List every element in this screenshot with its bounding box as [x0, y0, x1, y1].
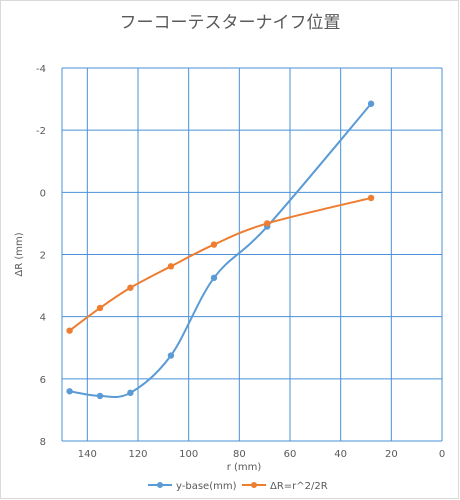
y-axis-title: ΔR (mm) [14, 232, 25, 276]
y-tick-label: -2 [36, 126, 46, 137]
chart-title: フーコーテスターナイフ位置 [119, 13, 341, 33]
legend-label-1: y-base(mm) [176, 481, 237, 492]
series-line-2 [69, 196, 372, 332]
data-point-series-2 [367, 194, 375, 202]
legend-marker-2 [251, 482, 257, 488]
y-tick-label: 6 [40, 375, 46, 386]
data-point-series-1 [367, 100, 375, 107]
data-point-series-1 [127, 389, 134, 397]
data-point-series-2 [66, 327, 73, 334]
y-tick-label: 4 [40, 313, 46, 324]
x-tick-label: 120 [128, 449, 147, 460]
x-axis-title: r (mm) [227, 462, 262, 473]
data-point-series-2 [210, 241, 218, 248]
y-tick-label: 0 [40, 188, 46, 199]
data-point-series-1 [66, 388, 73, 395]
data-point-series-1 [167, 352, 175, 359]
x-tick-label: 60 [284, 449, 297, 460]
data-point-series-2 [264, 220, 271, 227]
legend-label-2: ΔR=r^2/2R [270, 481, 328, 492]
x-tick-label: 80 [233, 449, 246, 460]
x-tick-label: 100 [179, 449, 198, 460]
data-point-series-2 [167, 263, 175, 270]
data-point-series-2 [96, 304, 104, 312]
x-tick-label: 40 [334, 449, 347, 460]
data-point-series-1 [96, 392, 104, 400]
y-tick-label: 8 [40, 437, 46, 448]
x-tick-label: 20 [385, 449, 398, 460]
x-tick-label: 140 [78, 449, 97, 460]
series-line-1 [69, 103, 372, 398]
legend-marker-1 [157, 482, 163, 488]
x-tick-label: 0 [439, 449, 445, 460]
data-point-series-2 [127, 284, 134, 291]
data-point-series-1 [210, 274, 218, 282]
y-tick-label: 2 [40, 251, 46, 262]
y-tick-label: -4 [36, 64, 46, 75]
